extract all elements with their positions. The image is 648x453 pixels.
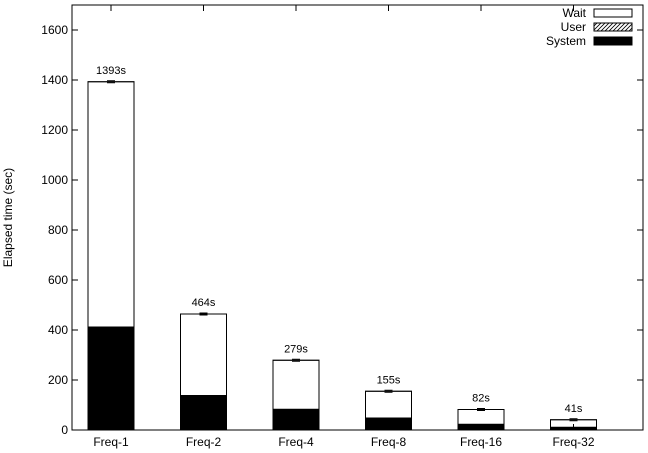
y-axis-title: Elapsed time (sec) bbox=[1, 168, 15, 267]
y-tick-label: 1400 bbox=[41, 73, 68, 87]
legend-swatch-system bbox=[593, 36, 633, 46]
legend-label: Wait bbox=[562, 6, 586, 20]
legend-label: User bbox=[561, 20, 586, 34]
y-tick-label: 200 bbox=[48, 373, 68, 387]
legend-swatch-wait bbox=[593, 8, 633, 18]
bar-wait-freq-16 bbox=[457, 409, 505, 425]
x-tick-label: Freq-16 bbox=[460, 435, 502, 449]
data-label: 82s bbox=[472, 393, 490, 405]
x-tick-label: Freq-2 bbox=[186, 435, 222, 449]
bar-wait-freq-8 bbox=[365, 390, 412, 419]
x-tick-label: Freq-32 bbox=[552, 435, 594, 449]
plot-frame bbox=[71, 4, 644, 431]
y-tick-label: 600 bbox=[48, 273, 68, 287]
bar-wait-freq-4 bbox=[272, 359, 320, 410]
data-label: 155s bbox=[377, 374, 401, 386]
bar-wait-freq-1 bbox=[87, 81, 135, 328]
bar-system-freq-1 bbox=[87, 327, 135, 431]
y-tick-label: 1200 bbox=[41, 123, 68, 137]
x-tick-label: Freq-1 bbox=[93, 435, 129, 449]
x-tick-label: Freq-4 bbox=[278, 435, 314, 449]
data-label: 41s bbox=[565, 403, 583, 415]
data-label: 1393s bbox=[96, 65, 126, 77]
bar-wait-freq-2 bbox=[180, 313, 227, 396]
y-tick-label: 1000 bbox=[41, 173, 68, 187]
x-tick-label: Freq-8 bbox=[371, 435, 407, 449]
bars-group bbox=[87, 80, 597, 431]
legend-swatch-user bbox=[593, 22, 633, 32]
axes-group: Freq-1 Freq-2 Freq-4 Freq-8 Freq-16 Freq-32 0 2… bbox=[1, 4, 644, 449]
y-tick-label: 0 bbox=[61, 423, 68, 437]
data-label: 464s bbox=[192, 297, 216, 309]
y-tick-label: 1600 bbox=[41, 23, 68, 37]
y-tick-label: 400 bbox=[48, 323, 68, 337]
y-tick-label: 800 bbox=[48, 223, 68, 237]
data-labels-group: 1393s 464s 279s 155s 82s 41s bbox=[96, 65, 583, 415]
legend-label: System bbox=[546, 34, 586, 48]
data-label: 279s bbox=[284, 343, 308, 355]
